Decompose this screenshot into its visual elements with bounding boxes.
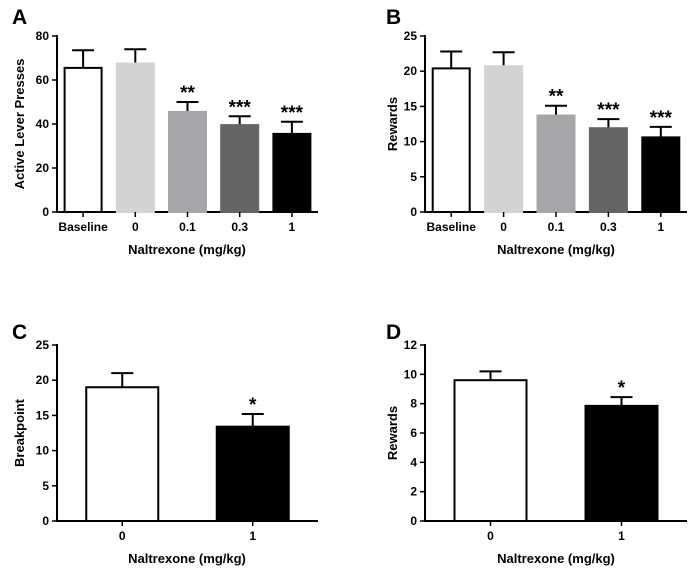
bar-dose-0.1 — [536, 114, 576, 213]
significance-marker: *** — [597, 100, 620, 121]
panel-a: A 0 20 40 60 80 Baseline 0 0.1 ** 0.3 *** 1 *** Naltre… — [12, 6, 318, 257]
x-tick-label: 0 — [500, 220, 507, 234]
y-tick-label: 8 — [410, 397, 417, 411]
y-tick-label: 25 — [404, 29, 418, 43]
y-tick-label: 20 — [404, 64, 418, 78]
y-tick-label: 5 — [410, 170, 417, 184]
y-axis-title: Rewards — [385, 97, 400, 151]
panel-d: D 0 2 4 6 8 10 12 0 1 * Naltrexone (mg/kg) Rewards — [385, 321, 687, 566]
y-tick-label: 0 — [42, 514, 49, 528]
significance-marker: *** — [229, 97, 252, 118]
significance-marker: * — [618, 378, 626, 399]
x-tick-label: 0 — [132, 220, 139, 234]
y-tick-label: 20 — [36, 161, 50, 175]
x-tick-label: 0.3 — [231, 220, 248, 234]
x-axis-title: Naltrexone (mg/kg) — [128, 551, 246, 566]
panel-letter: B — [386, 6, 401, 29]
panel-b: B 0 5 10 15 20 25 Baseline 0 0.1 ** 0.3 *** 1 *** Naltr… — [385, 6, 687, 257]
bar-dose-0 — [453, 379, 528, 523]
y-tick-label: 10 — [404, 135, 418, 149]
bar-dose-0.3 — [220, 124, 260, 213]
x-tick-label: 0 — [119, 529, 126, 543]
bar-dose-1 — [215, 425, 290, 522]
significance-marker: *** — [281, 103, 304, 124]
y-tick-label: 15 — [404, 99, 418, 113]
y-tick-label: 25 — [36, 338, 50, 352]
y-tick-label: 60 — [36, 73, 50, 87]
y-tick-label: 5 — [42, 479, 49, 493]
x-tick-label: 1 — [289, 220, 296, 234]
bar-dose-0 — [115, 62, 155, 213]
significance-marker: ** — [180, 83, 195, 104]
bar-dose-1 — [272, 132, 312, 213]
x-tick-label: 0.1 — [179, 220, 196, 234]
y-tick-label: 80 — [36, 29, 50, 43]
y-tick-label: 2 — [410, 485, 417, 499]
significance-marker: *** — [650, 108, 673, 129]
y-tick-label: 40 — [36, 117, 50, 131]
significance-marker: ** — [549, 87, 564, 108]
x-tick-label: 1 — [657, 220, 664, 234]
panel-letter: D — [386, 321, 401, 344]
x-tick-label: 0.1 — [548, 220, 565, 234]
x-tick-label: 1 — [249, 529, 256, 543]
x-axis-title: Naltrexone (mg/kg) — [497, 551, 615, 566]
y-tick-label: 12 — [404, 338, 418, 352]
significance-marker: * — [249, 395, 257, 416]
bar-baseline — [63, 66, 103, 214]
x-tick-label: 1 — [618, 529, 625, 543]
y-tick-label: 10 — [404, 367, 418, 381]
y-axis-title: Rewards — [385, 406, 400, 460]
y-tick-label: 4 — [410, 455, 417, 469]
bar-dose-0 — [85, 386, 160, 522]
x-axis-title: Naltrexone (mg/kg) — [497, 242, 615, 257]
y-axis-title: Active Lever Presses — [12, 59, 27, 190]
bar-dose-1 — [641, 136, 681, 214]
x-tick-label: 0.3 — [600, 220, 617, 234]
y-tick-label: 0 — [410, 205, 417, 219]
bar-dose-0 — [484, 65, 524, 213]
y-axis-title: Breakpoint — [12, 398, 27, 467]
x-axis-title: Naltrexone (mg/kg) — [128, 242, 246, 257]
bar-dose-1 — [584, 404, 659, 522]
panel-letter: A — [12, 6, 27, 29]
bar-baseline — [431, 67, 471, 213]
bar-dose-0.1 — [168, 110, 207, 213]
y-tick-label: 15 — [36, 408, 50, 422]
panel-c: C 0 5 10 15 20 25 0 1 * Naltrexone (mg/kg) Breakpoi… — [12, 321, 318, 566]
x-tick-label: Baseline — [427, 220, 477, 234]
x-tick-label: Baseline — [58, 220, 108, 234]
y-tick-label: 0 — [42, 205, 49, 219]
bar-dose-0.3 — [588, 127, 628, 213]
y-tick-label: 20 — [36, 373, 50, 387]
x-tick-label: 0 — [487, 529, 494, 543]
panel-letter: C — [12, 321, 27, 344]
y-tick-label: 6 — [410, 426, 417, 440]
y-tick-label: 0 — [410, 514, 417, 528]
y-tick-label: 10 — [36, 444, 50, 458]
